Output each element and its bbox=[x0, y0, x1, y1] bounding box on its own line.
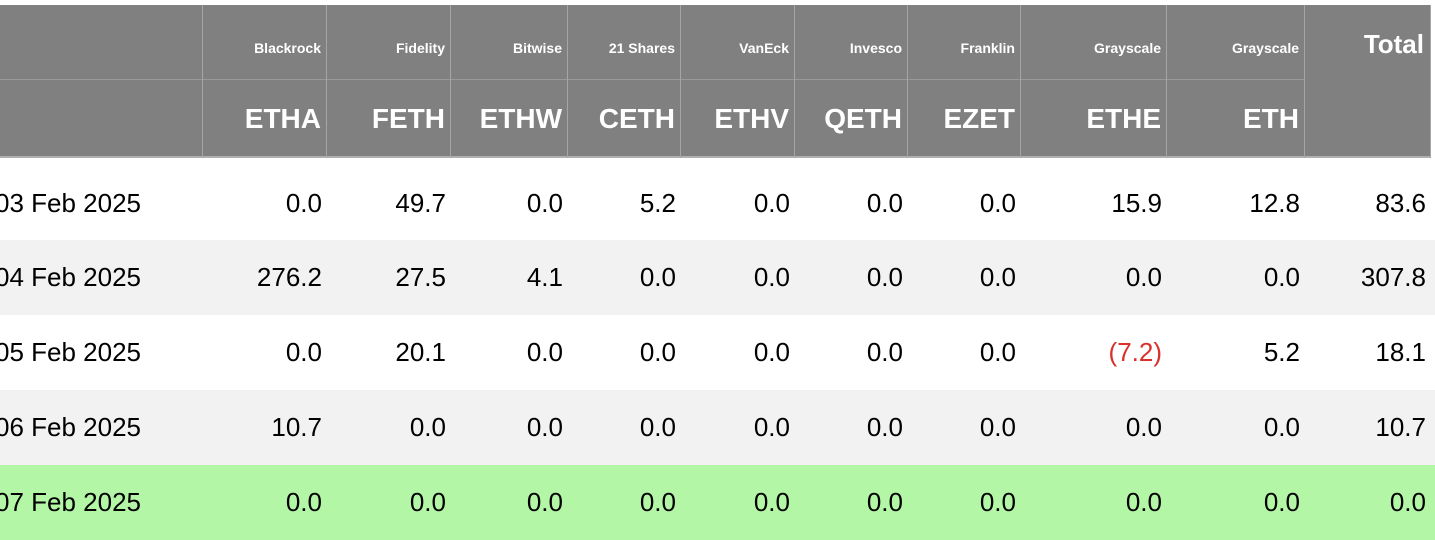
row-background bbox=[0, 158, 1435, 240]
header-background bbox=[0, 5, 1430, 158]
issuer-label: Blackrock bbox=[254, 40, 321, 56]
value-cell: 0.0 bbox=[526, 187, 563, 218]
value-cell: 49.7 bbox=[395, 187, 446, 218]
value-cell: 0.0 bbox=[526, 337, 563, 367]
value-cell: 0.0 bbox=[639, 262, 676, 292]
row-background bbox=[0, 240, 1435, 315]
value-cell: 15.9 bbox=[1111, 187, 1162, 218]
value-cell: 0.0 bbox=[1263, 412, 1300, 442]
value-cell: 0.0 bbox=[753, 487, 790, 517]
value-cell: 307.8 bbox=[1360, 262, 1426, 292]
value-cell: 0.0 bbox=[866, 487, 903, 517]
ticker-label: QETH bbox=[824, 103, 902, 134]
value-cell: 4.1 bbox=[526, 262, 563, 292]
column-separator bbox=[326, 5, 327, 158]
value-cell: 0.0 bbox=[639, 487, 676, 517]
value-cell: 0.0 bbox=[753, 262, 790, 292]
value-cell: 0.0 bbox=[979, 337, 1016, 367]
row-background bbox=[0, 390, 1435, 465]
column-separator bbox=[1020, 5, 1021, 158]
value-cell: 0.0 bbox=[639, 337, 676, 367]
value-cell: 0.0 bbox=[1389, 487, 1426, 517]
value-cell: 0.0 bbox=[1125, 487, 1162, 517]
value-cell: 0.0 bbox=[979, 187, 1016, 218]
value-cell: 0.0 bbox=[409, 487, 446, 517]
column-separator bbox=[567, 5, 568, 158]
value-cell: 0.0 bbox=[526, 487, 563, 517]
column-separator bbox=[1430, 5, 1431, 158]
row-background bbox=[0, 465, 1435, 540]
issuer-label: Invesco bbox=[849, 40, 902, 56]
ticker-label: ETHV bbox=[714, 103, 789, 134]
column-separator bbox=[1304, 5, 1305, 158]
ticker-label: ETH bbox=[1243, 103, 1299, 134]
value-cell: 0.0 bbox=[979, 412, 1016, 442]
issuer-label: Fidelity bbox=[395, 40, 445, 56]
ticker-label: EZET bbox=[943, 103, 1015, 134]
value-cell: 5.2 bbox=[1263, 337, 1300, 367]
value-cell: 0.0 bbox=[753, 337, 790, 367]
issuer-label: 21 Shares bbox=[608, 40, 675, 56]
value-cell: 18.1 bbox=[1375, 337, 1426, 367]
value-cell: 0.0 bbox=[639, 412, 676, 442]
ticker-label: ETHA bbox=[244, 103, 321, 134]
ticker-label: ETHW bbox=[479, 103, 562, 134]
date-cell: 07 Feb 2025 bbox=[0, 487, 142, 517]
ticker-label: CETH bbox=[598, 103, 675, 134]
value-cell: 0.0 bbox=[526, 412, 563, 442]
value-cell: 0.0 bbox=[866, 337, 903, 367]
column-separator bbox=[202, 5, 203, 158]
value-cell: 5.2 bbox=[639, 187, 676, 218]
value-cell: 12.8 bbox=[1249, 187, 1300, 218]
ticker-label: FETH bbox=[371, 103, 445, 134]
value-cell: 0.0 bbox=[285, 487, 322, 517]
column-separator bbox=[794, 5, 795, 158]
ticker-label: ETHE bbox=[1086, 103, 1161, 134]
value-cell: 10.7 bbox=[1375, 412, 1426, 442]
value-cell: 0.0 bbox=[1125, 412, 1162, 442]
value-cell: 83.6 bbox=[1375, 187, 1426, 218]
value-cell: 0.0 bbox=[1125, 262, 1162, 292]
header-bottom bbox=[0, 156, 1430, 158]
date-cell: 06 Feb 2025 bbox=[0, 412, 142, 442]
value-cell: 0.0 bbox=[866, 412, 903, 442]
row-background bbox=[0, 315, 1435, 390]
column-separator bbox=[450, 5, 451, 158]
value-cell: 0.0 bbox=[866, 187, 903, 218]
issuer-label: Grayscale bbox=[1094, 40, 1161, 56]
value-cell: 0.0 bbox=[1263, 262, 1300, 292]
date-cell: 04 Feb 2025 bbox=[0, 262, 142, 292]
value-cell: 0.0 bbox=[753, 412, 790, 442]
date-cell: 03 Feb 2025 bbox=[0, 187, 142, 218]
value-cell: 0.0 bbox=[409, 412, 446, 442]
value-cell: 20.1 bbox=[395, 337, 446, 367]
value-cell: 0.0 bbox=[866, 262, 903, 292]
value-cell: 0.0 bbox=[285, 337, 322, 367]
column-separator bbox=[680, 5, 681, 158]
date-cell: 05 Feb 2025 bbox=[0, 337, 142, 367]
issuer-label: Franklin bbox=[960, 40, 1015, 56]
value-cell: 276.2 bbox=[256, 262, 322, 292]
issuer-label: Grayscale bbox=[1232, 40, 1299, 56]
value-cell: (7.2) bbox=[1108, 337, 1162, 367]
issuer-label: Bitwise bbox=[512, 40, 562, 56]
value-cell: 10.7 bbox=[271, 412, 322, 442]
value-cell: 0.0 bbox=[285, 187, 322, 218]
value-cell: 0.0 bbox=[753, 187, 790, 218]
value-cell: 0.0 bbox=[979, 262, 1016, 292]
column-separator bbox=[1166, 5, 1167, 158]
total-label: Total bbox=[1363, 28, 1424, 59]
column-separator bbox=[907, 5, 908, 158]
header-divider bbox=[0, 79, 1304, 80]
value-cell: 0.0 bbox=[979, 487, 1016, 517]
value-cell: 27.5 bbox=[395, 262, 446, 292]
issuer-label: VanEck bbox=[739, 40, 789, 56]
value-cell: 0.0 bbox=[1263, 487, 1300, 517]
